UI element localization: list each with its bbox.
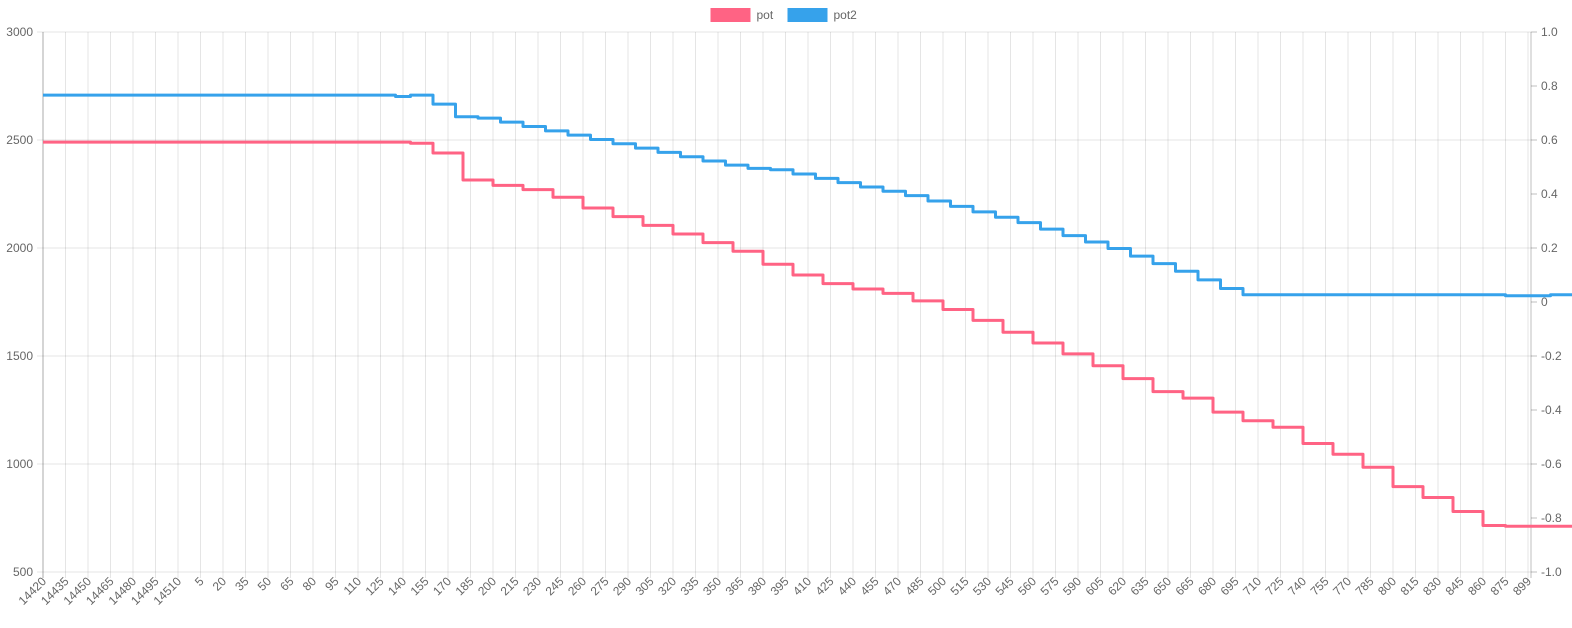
x-tick-label: 755 — [1308, 574, 1332, 598]
y-right-tick-label: -0.8 — [1541, 511, 1562, 525]
y-right-tick-label: 0.6 — [1541, 133, 1558, 147]
y-right-tick-label: -0.2 — [1541, 349, 1562, 363]
x-tick-label: 275 — [588, 574, 612, 598]
x-tick-label: 590 — [1060, 574, 1084, 598]
x-tick-label: 80 — [300, 574, 320, 594]
y-right-tick-label: 0 — [1541, 295, 1548, 309]
x-tick-label: 830 — [1420, 574, 1444, 598]
x-tick-label: 500 — [925, 574, 949, 598]
x-tick-label: 545 — [993, 574, 1017, 598]
y-right-tick-label: 0.8 — [1541, 79, 1558, 93]
x-tick-label: 65 — [277, 574, 297, 594]
y-left-tick-label: 2000 — [6, 241, 33, 255]
y-right-tick-label: 1.0 — [1541, 25, 1558, 39]
x-tick-label: 305 — [633, 574, 657, 598]
x-tick-label: 560 — [1015, 574, 1039, 598]
y-left-tick-label: 1500 — [6, 349, 33, 363]
legend[interactable]: pot pot2 — [710, 8, 858, 22]
x-tick-label: 740 — [1285, 574, 1309, 598]
x-tick-label: 185 — [453, 574, 477, 598]
legend-swatch — [787, 8, 828, 22]
x-tick-label: 230 — [520, 574, 544, 598]
x-tick-label: 170 — [430, 574, 454, 598]
y-left-tick-label: 1000 — [6, 457, 33, 471]
x-tick-label: 695 — [1218, 574, 1242, 598]
y-right-tick-label: -1.0 — [1541, 565, 1562, 579]
y-left-tick-label: 500 — [13, 565, 33, 579]
x-tick-label: 155 — [408, 574, 432, 598]
axes: 3000 2500 2000 1500 1000 500 1.0 0.8 0.6 0.4 0.2 0 -… — [6, 25, 1562, 608]
y-right-tick-label: -0.6 — [1541, 457, 1562, 471]
x-tick-label: 785 — [1353, 574, 1377, 598]
x-tick-label: 380 — [745, 574, 769, 598]
legend-item-pot[interactable]: pot — [710, 8, 774, 22]
legend-label: pot — [757, 8, 774, 22]
x-tick-label: 680 — [1195, 574, 1219, 598]
x-tick-label: 800 — [1375, 574, 1399, 598]
x-tick-label: 710 — [1240, 574, 1264, 598]
y-right-tick-label: 0.4 — [1541, 187, 1558, 201]
series-layer — [43, 93, 1572, 528]
x-tick-label: 455 — [858, 574, 882, 598]
series-line-pot — [43, 140, 1572, 528]
x-tick-label: 395 — [768, 574, 792, 598]
x-tick-label: 215 — [498, 574, 522, 598]
x-tick-label: 200 — [475, 574, 499, 598]
y-right-tick-label: 0.2 — [1541, 241, 1558, 255]
x-tick-label: 530 — [970, 574, 994, 598]
x-tick-label: 845 — [1443, 574, 1467, 598]
x-tick-label: 290 — [610, 574, 634, 598]
x-tick-label: 485 — [903, 574, 927, 598]
x-tick-label: 620 — [1105, 574, 1129, 598]
legend-swatch — [710, 8, 751, 22]
x-tick-label: 725 — [1263, 574, 1287, 598]
x-tick-label: 5 — [192, 574, 207, 589]
x-tick-label: 410 — [790, 574, 814, 598]
y-left-tick-label: 2500 — [6, 133, 33, 147]
y-right-tick-label: -0.4 — [1541, 403, 1562, 417]
x-tick-label: 320 — [655, 574, 679, 598]
x-tick-label: 575 — [1038, 574, 1062, 598]
legend-label: pot2 — [834, 8, 858, 22]
x-tick-label: 335 — [678, 574, 702, 598]
x-tick-label: 635 — [1128, 574, 1152, 598]
x-tick-label: 875 — [1488, 574, 1512, 598]
x-tick-label: 605 — [1083, 574, 1107, 598]
x-tick-label: 815 — [1398, 574, 1422, 598]
x-tick-label: 95 — [322, 574, 342, 594]
x-tick-label: 110 — [341, 574, 365, 598]
x-tick-label: 245 — [543, 574, 567, 598]
x-tick-label: 365 — [723, 574, 747, 598]
legend-item-pot2[interactable]: pot2 — [787, 8, 858, 22]
y-left-tick-label: 3000 — [6, 25, 33, 39]
x-tick-label: 50 — [255, 574, 275, 594]
x-tick-label: 35 — [232, 574, 252, 594]
x-tick-label: 20 — [210, 574, 230, 594]
x-tick-label: 515 — [948, 574, 972, 598]
x-tick-label: 425 — [813, 574, 837, 598]
x-tick-label: 350 — [700, 574, 724, 598]
x-tick-label: 650 — [1150, 574, 1174, 598]
x-tick-label: 470 — [880, 574, 904, 598]
x-tick-label: 140 — [385, 574, 409, 598]
x-tick-label: 665 — [1173, 574, 1197, 598]
x-tick-label: 860 — [1465, 574, 1489, 598]
x-tick-label: 770 — [1330, 574, 1354, 598]
series-line-pot2 — [43, 93, 1572, 298]
x-tick-label: 125 — [363, 574, 387, 598]
x-tick-label: 260 — [565, 574, 589, 598]
grid-lines — [37, 31, 1532, 578]
x-tick-label: 440 — [835, 574, 859, 598]
